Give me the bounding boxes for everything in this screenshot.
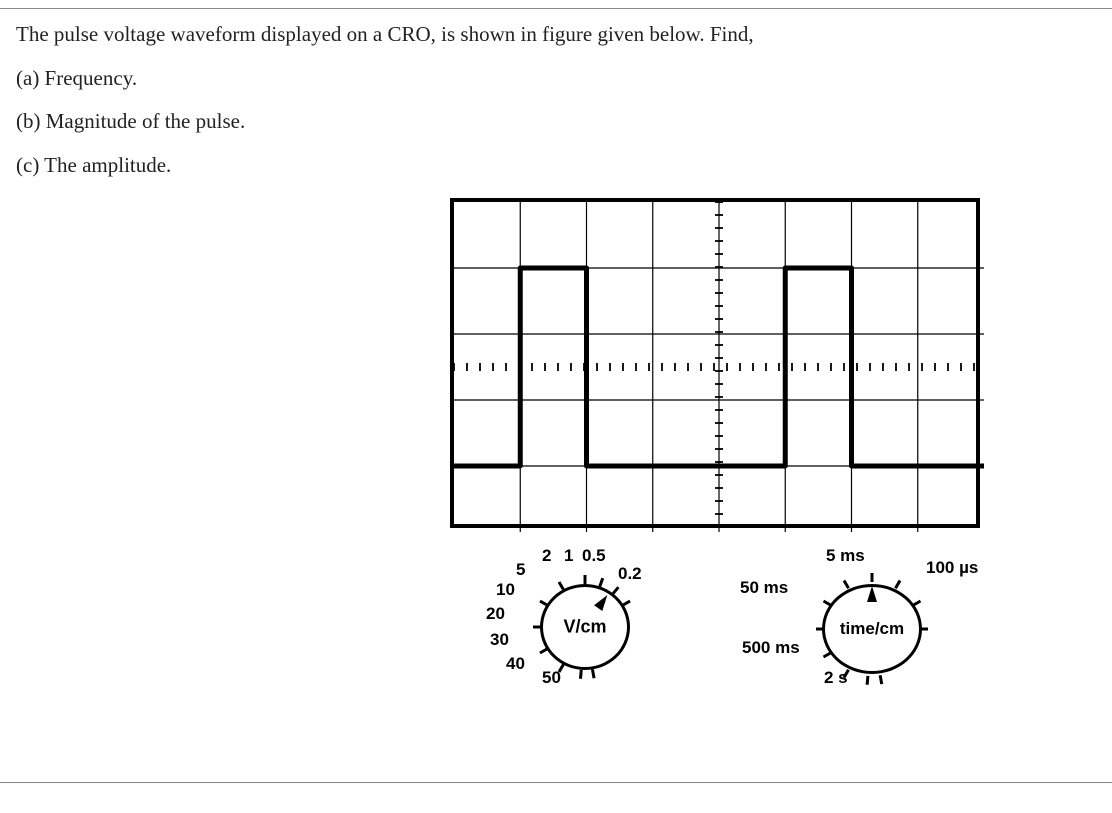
time-knob-unit: time/cm [840,619,904,639]
question-part-b: (b) Magnitude of the pulse. [16,106,1096,138]
knob-scale-label: 500 ms [742,638,800,658]
knob-scale-label: 100 µs [926,558,978,578]
knobs-area: 210.550.21020304050 V/cm 5 ms100 µs50 ms… [440,546,1000,706]
knob-scale-label: 10 [496,580,515,600]
knob-scale-label: 5 ms [826,546,865,566]
question-part-c: (c) The amplitude. [16,150,1096,182]
time-knob-dial: time/cm [822,584,922,674]
cro-screen [450,198,980,528]
volt-knob-dial: V/cm [540,584,630,670]
knob-scale-label: 1 [564,546,573,566]
knob-scale-label: 20 [486,604,505,624]
knob-scale-label: 5 [516,560,525,580]
knob-scale-label: 0.2 [618,564,642,584]
knob-scale-label: 40 [506,654,525,674]
knob-scale-label: 30 [490,630,509,650]
cro-svg [454,202,984,532]
question-block: The pulse voltage waveform displayed on … [0,9,1112,181]
bottom-rule [0,782,1112,783]
question-intro: The pulse voltage waveform displayed on … [16,19,1096,51]
volt-knob-unit: V/cm [563,617,606,638]
knob-scale-label: 0.5 [582,546,606,566]
volt-knob-group: 210.550.21020304050 V/cm [470,546,730,696]
question-part-a: (a) Frequency. [16,63,1096,95]
figure-area: 210.550.21020304050 V/cm 5 ms100 µs50 ms… [440,198,1080,706]
time-knob-group: 5 ms100 µs50 ms500 ms2 s time/cm [740,546,1000,696]
knob-scale-label: 2 [542,546,551,566]
knob-scale-label: 50 ms [740,578,788,598]
